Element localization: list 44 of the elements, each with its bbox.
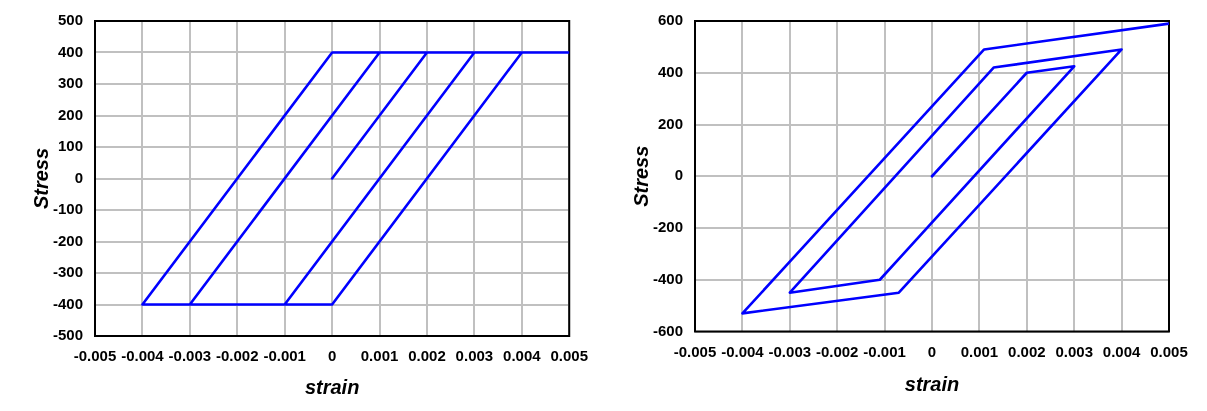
x-tick-label: -0.004 [121, 347, 165, 365]
y-tick-label: 400 [57, 42, 83, 60]
y-tick-label: 200 [657, 114, 683, 132]
y-tick-label: -400 [652, 269, 683, 287]
x-axis-title: strain [304, 375, 360, 398]
x-tick-label: 0 [327, 347, 337, 365]
x-tick-label: -0.001 [263, 347, 306, 365]
x-tick-label: -0.003 [768, 342, 812, 360]
x-tick-label: -0.005 [673, 342, 717, 360]
y-tick-label: -500 [52, 326, 83, 344]
y-axis-title: Stress [29, 147, 52, 210]
x-tick-label: 0.001 [960, 342, 999, 360]
y-axis-title: Stress [629, 145, 652, 207]
x-tick-label: -0.005 [73, 347, 117, 365]
y-tick-label: -100 [52, 200, 83, 218]
x-tick-label: -0.001 [863, 342, 906, 360]
y-tick-label: -200 [52, 231, 83, 249]
y-tick-label: 500 [57, 11, 83, 29]
y-tick-label: -600 [652, 321, 683, 339]
x-tick-label: -0.004 [721, 342, 765, 360]
x-tick-label: 0.002 [1008, 342, 1046, 360]
x-tick-label: 0.005 [550, 347, 589, 365]
x-tick-label: 0.004 [503, 347, 542, 365]
y-tick-label: 400 [657, 62, 683, 80]
y-tick-label: 300 [57, 74, 83, 92]
x-tick-label: 0.003 [455, 347, 494, 365]
y-tick-label: 0 [674, 166, 683, 184]
y-tick-label: 600 [657, 11, 683, 29]
x-tick-label: -0.002 [815, 342, 859, 360]
y-tick-label: 100 [57, 137, 83, 155]
x-tick-label: 0.001 [360, 347, 399, 365]
x-tick-label: -0.003 [168, 347, 212, 365]
y-tick-label: -400 [52, 294, 83, 312]
y-tick-label: -300 [52, 263, 83, 281]
x-tick-label: 0.004 [1102, 342, 1142, 360]
x-tick-label: 0.002 [408, 347, 446, 365]
y-tick-label: 200 [57, 105, 83, 123]
x-tick-label: 0.003 [1055, 342, 1093, 360]
x-tick-label: 0 [927, 342, 937, 360]
x-tick-label: 0.005 [1150, 342, 1188, 360]
y-tick-label: 0 [74, 168, 83, 186]
y-tick-label: -200 [652, 218, 683, 236]
x-axis-title: strain [904, 372, 960, 395]
x-tick-label: -0.002 [216, 347, 259, 365]
